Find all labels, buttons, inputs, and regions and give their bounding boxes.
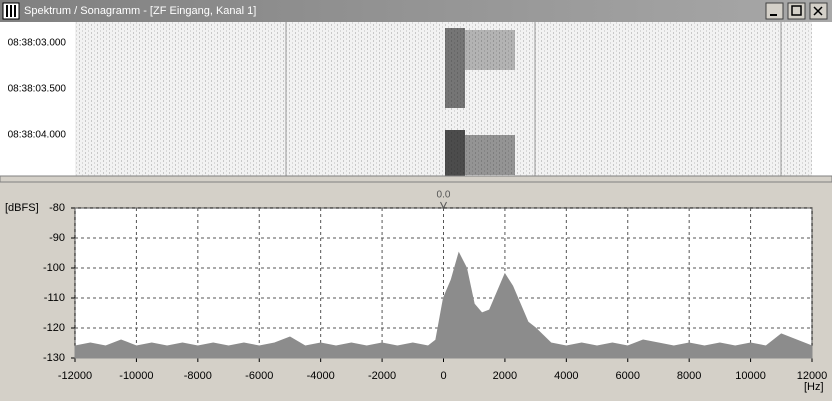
marker-label: 0.0 [437,190,451,201]
x-tick-label: 4000 [554,370,578,382]
minimize-button[interactable] [765,2,784,20]
y-tick-label: -80 [49,202,65,214]
app-icon-lines [6,5,16,17]
x-tick-label: 6000 [616,370,640,382]
title-bar [0,0,832,22]
marker [440,201,447,210]
x-tick-label: 2000 [493,370,517,382]
x-tick-label: -8000 [184,370,212,382]
x-tick-label: 0 [440,370,446,382]
y-tick-label: -110 [44,292,65,304]
y-axis-label: [dBFS] [5,202,39,214]
x-axis-label: [Hz] [804,381,824,393]
x-tick-label: 10000 [735,370,766,382]
y-tick-label: -90 [49,232,65,244]
x-tick-label: -10000 [119,370,153,382]
time-label: 08:38:03.500 [8,84,67,95]
sonagram-image [75,22,812,176]
x-tick-label: 12000 [797,370,828,382]
y-tick-label: -100 [43,262,65,274]
y-tick-label: -130 [43,352,65,364]
time-label: 08:38:04.000 [8,130,67,141]
splitter[interactable] [0,175,832,183]
x-tick-label: -6000 [245,370,273,382]
spectrum-area [74,251,813,359]
y-tick-label: -120 [43,322,65,334]
sonagram-signal [445,28,515,176]
maximize-button[interactable] [787,2,806,20]
close-button[interactable] [809,2,828,20]
window-title: Spektrum / Sonagramm - [ZF Eingang, Kana… [24,5,256,17]
time-label: 08:38:03.000 [8,38,67,49]
sonagram-streaks [285,22,782,176]
x-tick-label: -4000 [307,370,335,382]
x-tick-label: 8000 [677,370,701,382]
x-tick-label: -2000 [368,370,396,382]
x-tick-label: -12000 [58,370,92,382]
